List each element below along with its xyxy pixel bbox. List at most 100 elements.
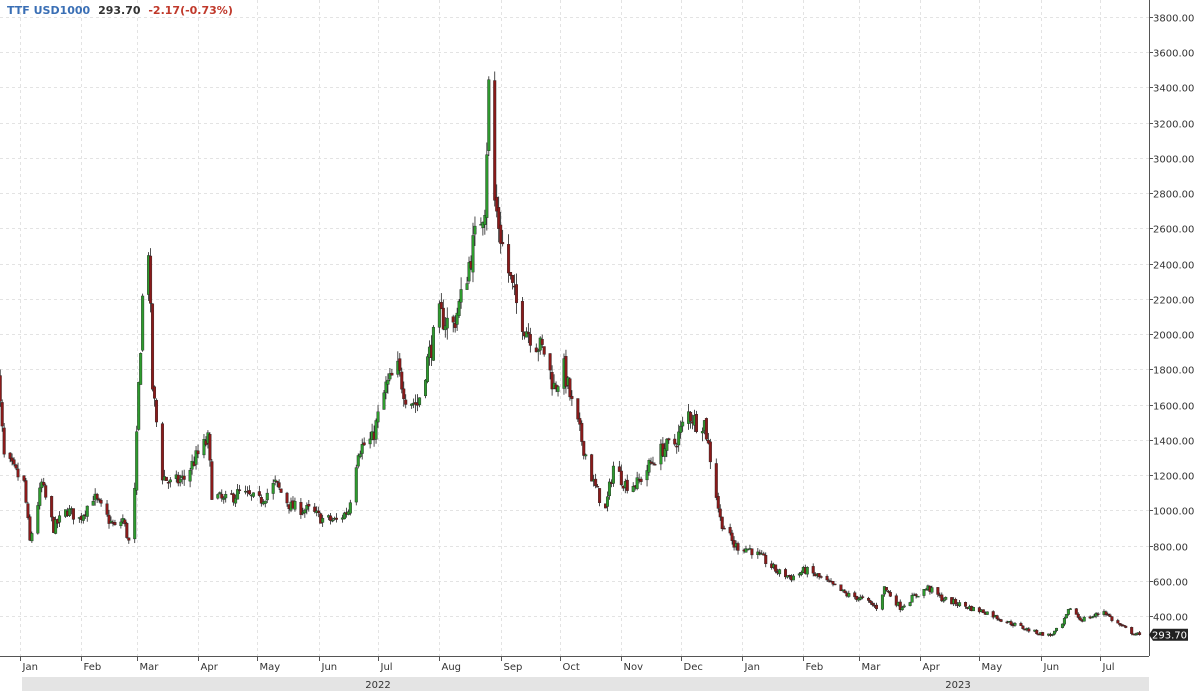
candle	[833, 583, 837, 586]
candle	[105, 499, 109, 517]
candle	[402, 381, 406, 407]
x-tick-label: Apr	[201, 662, 219, 673]
candle	[390, 368, 394, 376]
candle	[109, 516, 113, 524]
candle	[718, 504, 722, 521]
x-tick-label: Dec	[684, 662, 703, 673]
y-tick-label: 2000.00	[1153, 331, 1194, 342]
candle	[1055, 627, 1059, 633]
candle	[1037, 633, 1041, 636]
candle	[635, 471, 639, 491]
candle	[645, 464, 649, 487]
candles	[0, 71, 1142, 637]
x-tick-label: Apr	[923, 662, 941, 673]
candle	[16, 462, 20, 481]
candle	[914, 592, 918, 599]
candle	[362, 437, 366, 446]
candle	[964, 601, 968, 609]
candle	[511, 274, 515, 290]
candle	[81, 514, 85, 524]
x-tick-label: Jul	[1102, 662, 1115, 673]
candle	[791, 573, 795, 581]
candle	[942, 597, 946, 603]
candle	[451, 314, 455, 333]
candle	[625, 474, 629, 494]
candle	[439, 293, 443, 310]
candle	[445, 307, 449, 340]
candle	[234, 494, 238, 507]
candle	[483, 209, 487, 235]
candle	[875, 602, 879, 612]
candle	[218, 491, 222, 495]
candle	[259, 494, 263, 507]
candle	[540, 334, 544, 348]
candle	[853, 590, 857, 600]
candle	[299, 498, 303, 519]
candle	[67, 504, 71, 518]
candle	[277, 479, 281, 490]
candle	[1110, 616, 1114, 623]
candle	[44, 483, 48, 500]
candle	[730, 529, 734, 545]
candle	[24, 478, 28, 504]
candle	[598, 488, 602, 507]
candle	[247, 485, 251, 496]
candle	[123, 518, 127, 527]
candle	[1074, 607, 1078, 615]
candle	[1116, 618, 1120, 624]
symbol-label: TTF USD1000	[7, 4, 91, 17]
candle	[736, 541, 740, 555]
candle	[222, 496, 226, 504]
candle	[649, 457, 653, 465]
candle	[831, 581, 835, 587]
candle	[42, 477, 46, 487]
candle	[507, 234, 511, 283]
candle	[728, 523, 732, 536]
candle	[675, 442, 679, 454]
candle	[1124, 625, 1128, 629]
chart-header: TTF USD1000 293.70 -2.17(-0.73%)	[7, 4, 233, 17]
candle	[14, 463, 18, 471]
candle	[930, 585, 934, 594]
x-tick-label: Jun	[321, 662, 338, 673]
candle	[1035, 629, 1039, 635]
candle	[485, 142, 489, 231]
candle	[855, 595, 859, 602]
candle	[673, 434, 677, 447]
x-tick-label: Feb	[84, 662, 102, 673]
candle	[578, 412, 582, 432]
y-tick-label: 3600.00	[1153, 49, 1194, 60]
candle	[894, 593, 898, 608]
candle	[1051, 633, 1055, 637]
candle	[384, 376, 388, 400]
candle	[1078, 616, 1082, 621]
y-tick-label: 3800.00	[1153, 14, 1194, 25]
x-tick-label: Mar	[862, 662, 882, 673]
y-tick-label: 1800.00	[1153, 366, 1194, 377]
candle	[497, 196, 501, 243]
candle	[453, 315, 457, 333]
candle	[91, 495, 95, 506]
candle	[817, 573, 821, 580]
candle	[1062, 616, 1066, 627]
candle	[991, 610, 995, 620]
candle	[386, 373, 390, 394]
candle	[1019, 621, 1023, 626]
candle	[376, 404, 380, 428]
candle	[653, 462, 657, 466]
y-tick-label: 2800.00	[1153, 190, 1194, 201]
candle	[922, 588, 926, 599]
x-tick-label: May	[982, 662, 1003, 673]
candle	[271, 479, 275, 500]
candle	[1064, 614, 1068, 619]
candle	[71, 508, 75, 525]
candle	[1041, 631, 1045, 636]
candle	[160, 421, 164, 485]
candle	[847, 590, 851, 598]
candle	[499, 211, 503, 254]
candle	[137, 381, 141, 431]
candle	[149, 248, 153, 313]
candle	[99, 498, 103, 507]
candle	[784, 567, 788, 580]
candle	[607, 478, 611, 500]
